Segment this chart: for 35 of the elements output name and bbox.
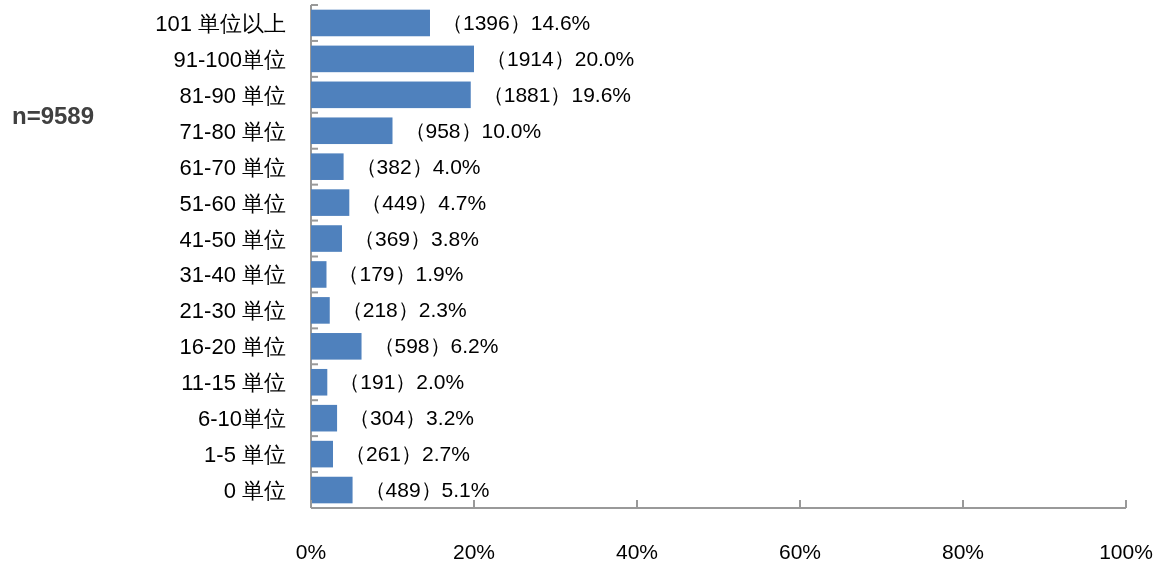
x-tick-label: 0%: [295, 540, 327, 563]
y-tick-label: 16-20 単位: [179, 334, 286, 360]
data-label: （179）1.9%: [338, 262, 464, 286]
y-tick-label: 1-5 単位: [204, 442, 286, 468]
data-label: （261）2.7%: [345, 442, 470, 466]
data-label: （369）3.8%: [353, 226, 479, 250]
y-tick-label: 51-60 単位: [179, 190, 286, 216]
x-tick-label: 60%: [778, 540, 822, 563]
y-tick-label: 41-50 単位: [179, 226, 286, 252]
y-tick-label: 91-100単位: [173, 46, 286, 72]
x-tick-label: 80%: [941, 540, 985, 563]
y-tick-label: 31-40 単位: [179, 262, 286, 288]
data-label: （382）4.0%: [355, 154, 481, 178]
data-label: （489）5.1%: [364, 478, 490, 502]
y-tick-label: 61-70 単位: [179, 154, 286, 180]
data-label: （191）2.0%: [339, 370, 465, 394]
data-label: （1881）19.6%: [482, 82, 632, 106]
y-tick-label: 0 単位: [223, 478, 286, 504]
data-label: （449）4.7%: [361, 190, 487, 214]
data-label: （304）3.2%: [349, 406, 474, 430]
data-label: （1396）14.6%: [441, 10, 591, 34]
data-label: （958）10.0%: [404, 118, 542, 142]
y-tick-label: 71-80 単位: [179, 118, 286, 144]
data-label: （598）6.2%: [373, 334, 499, 358]
x-tick-label: 20%: [452, 540, 496, 563]
y-tick-label: 21-30 単位: [179, 298, 286, 324]
x-tick-label: 100%: [1099, 540, 1153, 563]
y-tick-label: 81-90 単位: [179, 82, 286, 108]
data-label: （1914）20.0%: [486, 46, 635, 70]
y-tick-label: 11-15 単位: [181, 370, 286, 396]
x-tick-label: 40%: [615, 540, 659, 563]
y-tick-label: 101 単位以上: [155, 10, 286, 36]
data-label: （218）2.3%: [341, 298, 467, 322]
y-tick-label: 6-10単位: [197, 406, 286, 432]
text: n=9589: [12, 102, 95, 129]
